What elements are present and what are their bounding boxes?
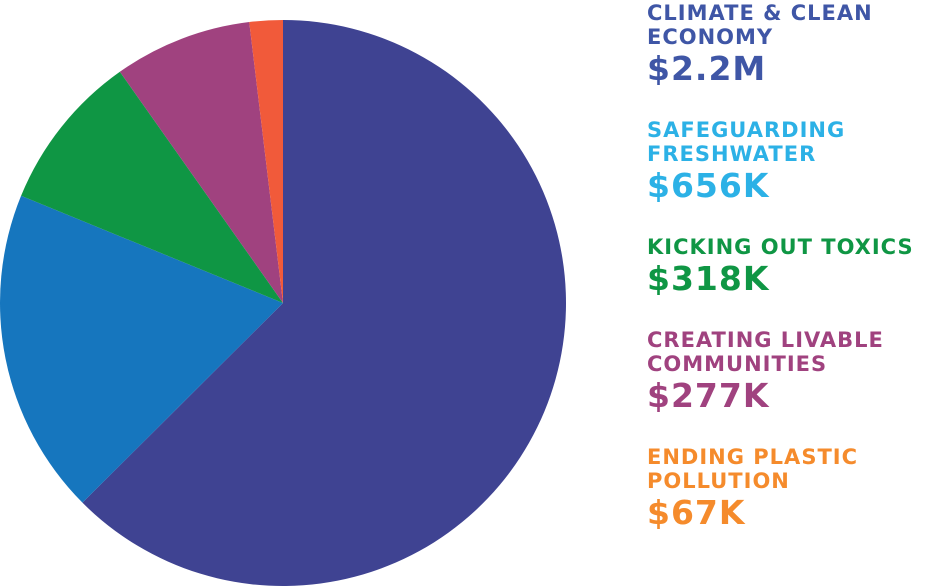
legend-label: ENDING PLASTIC POLLUTION (647, 445, 858, 493)
pie-slice (249, 20, 283, 303)
legend-entry: KICKING OUT TOXICS $318K (647, 235, 952, 299)
legend: CLIMATE & CLEAN ECONOMY $2.2M SAFEGUARDING… (647, 1, 952, 562)
pie-slice (21, 71, 284, 303)
legend-label: SAFEGUARDING FRESHWATER (647, 118, 846, 166)
value-label: $67K (647, 493, 746, 532)
pie-slice (82, 20, 567, 586)
legend-entry: SAFEGUARDING FRESHWATER $656K (647, 118, 952, 206)
pie-slice (119, 22, 284, 304)
legend-entry: CREATING LIVABLE COMMUNITIES $277K (647, 328, 952, 416)
pie-chart (0, 20, 567, 586)
value-label: $656K (647, 166, 770, 205)
legend-label: KICKING OUT TOXICS (647, 235, 914, 259)
value-label: $277K (647, 376, 770, 415)
legend-label: CLIMATE & CLEAN ECONOMY (647, 1, 873, 49)
legend-entry: CLIMATE & CLEAN ECONOMY $2.2M (647, 1, 952, 89)
legend-entry: ENDING PLASTIC POLLUTION $67K (647, 445, 952, 533)
value-label: $2.2M (647, 49, 767, 88)
value-label: $318K (647, 259, 770, 298)
legend-label: CREATING LIVABLE COMMUNITIES (647, 328, 884, 376)
pie-slice (0, 195, 283, 503)
